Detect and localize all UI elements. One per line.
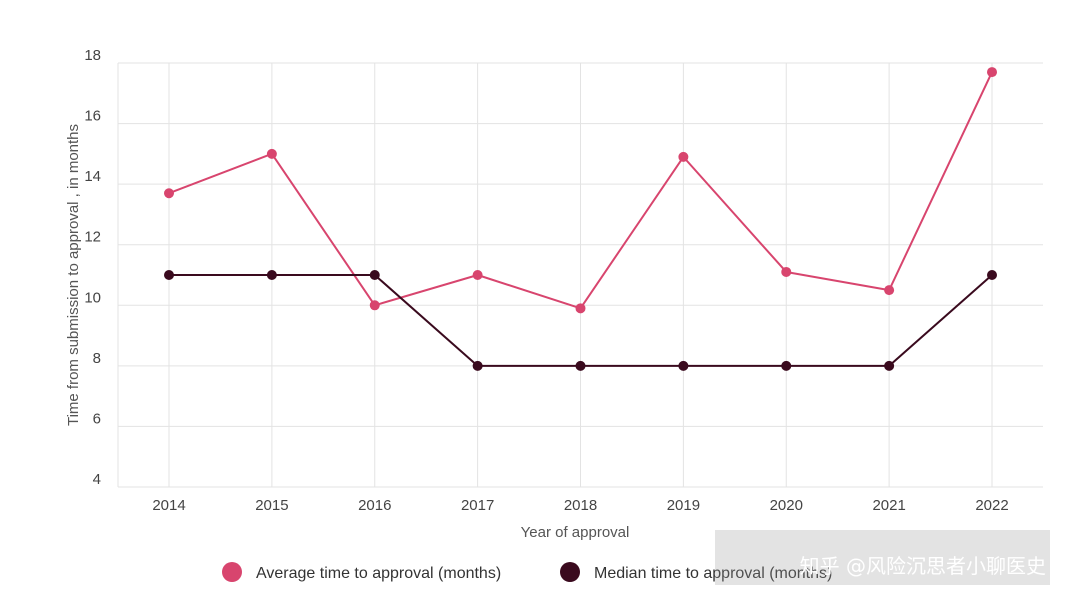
average-point: [164, 188, 174, 199]
y-tick-label: 14: [84, 168, 101, 185]
median-point: [575, 360, 586, 371]
median-point: [369, 270, 380, 280]
x-axis-label: Year of approval: [521, 524, 630, 541]
median-point: [781, 360, 792, 371]
average-point: [781, 266, 792, 277]
x-tick-label: 2017: [461, 497, 494, 514]
y-tick-label: 6: [93, 410, 101, 427]
series-points: [164, 67, 997, 371]
y-tick-label: 18: [84, 47, 101, 64]
median-point: [266, 270, 277, 280]
average-point: [266, 148, 277, 159]
median-point: [164, 270, 174, 280]
x-tick-label: 2018: [564, 497, 597, 514]
average-point: [987, 67, 997, 78]
y-tick-label: 4: [93, 471, 101, 488]
y-tick-label: 10: [84, 289, 101, 306]
x-tick-label: 2020: [770, 497, 803, 514]
average-point: [884, 285, 895, 296]
legend-marker: [222, 562, 242, 582]
y-tick-label: 12: [84, 229, 101, 246]
x-tick-label: 2015: [255, 497, 288, 514]
watermark-text: 知乎 @风险沉思者小聊医史: [800, 554, 1046, 578]
median-point: [884, 360, 895, 371]
average-point: [472, 270, 483, 280]
average-point: [575, 303, 586, 314]
y-tick-label: 16: [84, 108, 101, 125]
x-tick-labels: 2014 2015 2016 2017 2018 2019 2020 2021 2022: [152, 497, 1008, 514]
median-point: [987, 270, 997, 280]
x-tick-label: 2021: [872, 497, 905, 514]
x-tick-label: 2019: [667, 497, 700, 514]
y-axis-label: Time from submission to approval , in mo…: [65, 124, 82, 426]
median-point: [472, 360, 483, 371]
watermark: 知乎 @风险沉思者小聊医史: [715, 530, 1050, 585]
y-tick-label: 8: [93, 350, 101, 367]
legend-label: Average time to approval (months): [256, 565, 501, 582]
average-point: [369, 300, 380, 311]
x-tick-label: 2014: [152, 497, 185, 514]
legend: Average time to approval (months) Median …: [222, 562, 832, 582]
x-tick-label: 2022: [975, 497, 1008, 514]
y-tick-labels: 4 6 8 10 12 14 16 18: [84, 47, 101, 488]
legend-label: Median time to approval (months): [594, 565, 832, 582]
average-point: [678, 151, 689, 162]
x-tick-label: 2016: [358, 497, 391, 514]
legend-marker: [560, 562, 580, 582]
median-point: [678, 360, 689, 371]
